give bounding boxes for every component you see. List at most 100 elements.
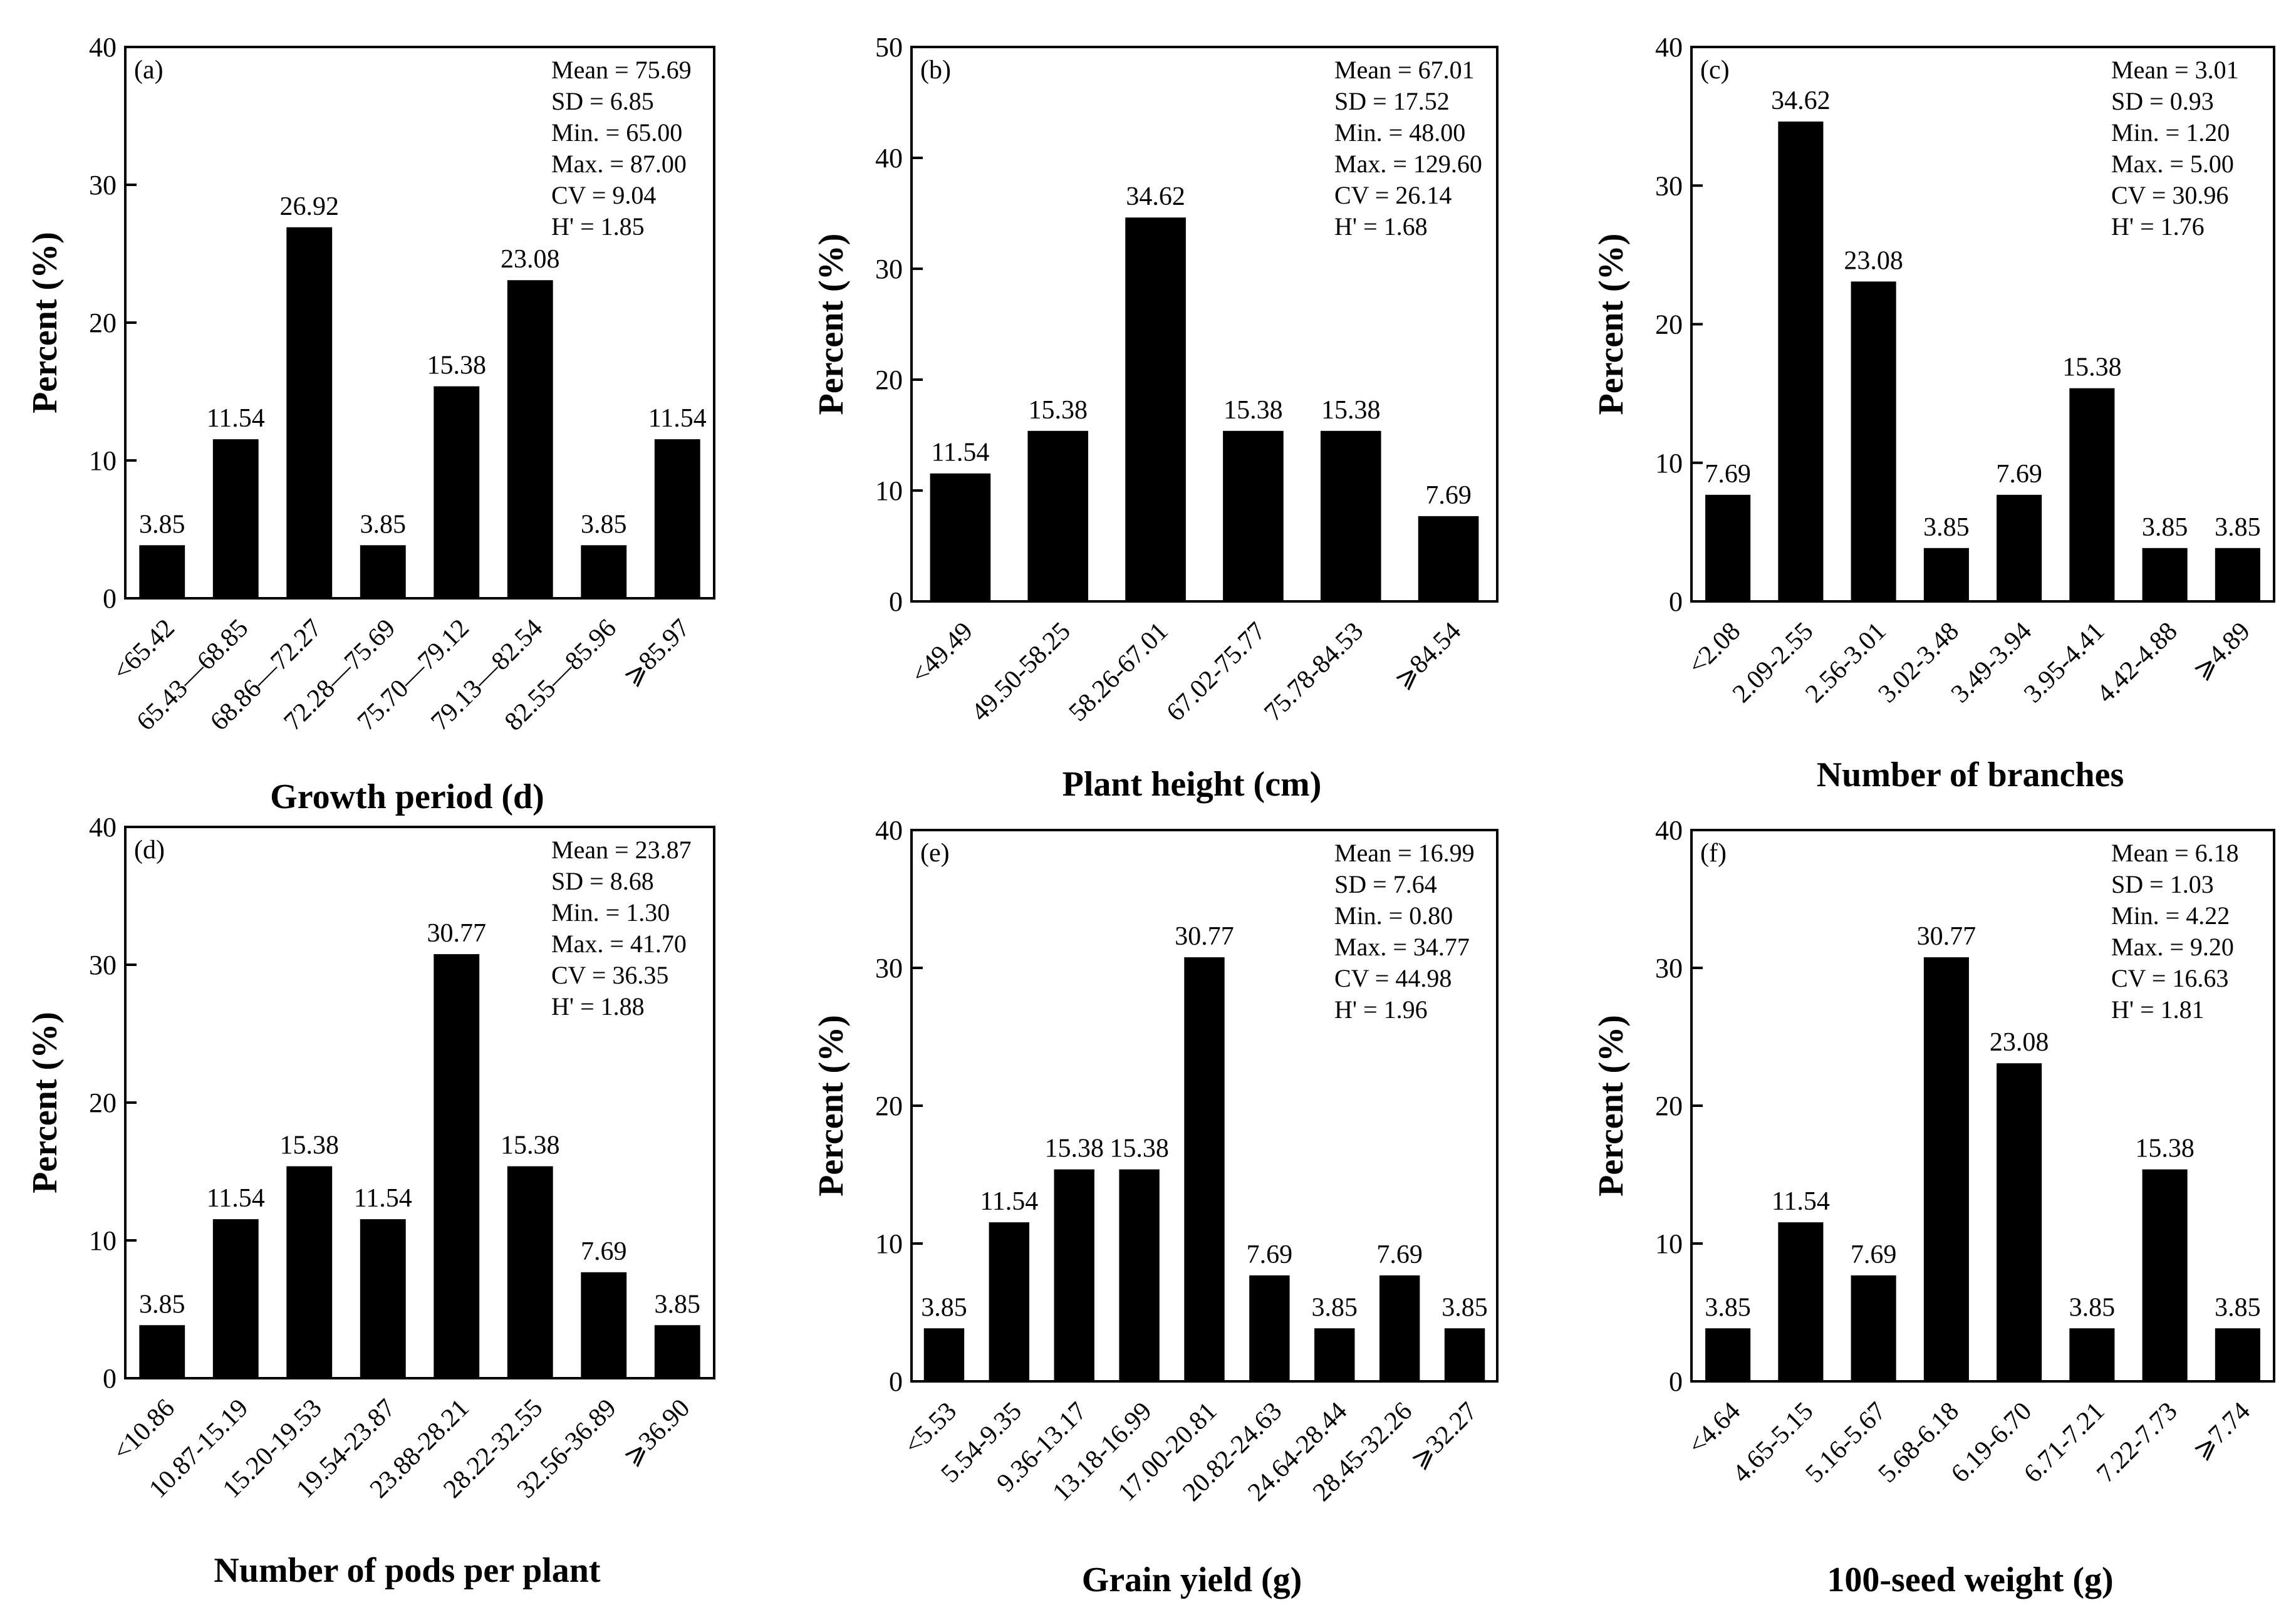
x-category-label: 6.71-7.21 [2018, 1397, 2110, 1488]
bar-value-label: 7.69 [1376, 1240, 1423, 1269]
bar-value-label: 11.54 [931, 439, 989, 467]
stats-line: H' = 1.68 [1334, 212, 1428, 241]
stats-line: CV = 26.14 [1334, 181, 1452, 209]
bar-value-label: 11.54 [207, 1184, 265, 1213]
bar [286, 227, 333, 598]
y-axis-label: Percent (%) [26, 1012, 65, 1193]
bar-value-label: 15.38 [1321, 396, 1381, 425]
bar-value-label: 11.54 [648, 404, 707, 433]
y-tick-label: 0 [1669, 1366, 1683, 1397]
bar [1027, 430, 1089, 601]
y-axis-label: Percent (%) [1592, 234, 1631, 415]
stats-line: Min. = 0.80 [1334, 901, 1453, 930]
bar-value-label: 15.38 [427, 351, 487, 380]
panel-tag: (b) [920, 56, 951, 85]
x-category-label: 75.78-84.53 [1259, 617, 1369, 727]
bar [2142, 1169, 2188, 1381]
stats-line: Min. = 48.00 [1334, 118, 1465, 147]
bar [1778, 1222, 1824, 1381]
bar-value-label: 3.85 [1705, 1293, 1751, 1322]
bar-value-label: 11.54 [980, 1187, 1038, 1216]
stats-line: H' = 1.85 [551, 212, 645, 241]
y-tick-label: 30 [875, 254, 903, 284]
bar-value-label: 3.85 [921, 1293, 967, 1322]
y-tick-label: 40 [1655, 815, 1683, 846]
panel-tag: (f) [1700, 839, 1727, 868]
stats-line: Max. = 9.20 [2111, 933, 2234, 961]
bar-value-label: 7.69 [1851, 1240, 1897, 1269]
x-category-label: ⩾85.97 [618, 614, 695, 692]
panel-tag: (a) [134, 56, 164, 85]
stats-line: Max. = 5.00 [2111, 150, 2234, 178]
x-category-label: <65.42 [108, 614, 180, 687]
y-tick-label: 10 [89, 1225, 117, 1256]
bar-value-label: 34.62 [1771, 86, 1831, 115]
bar [1184, 957, 1225, 1381]
x-category-label: ⩾36.90 [618, 1394, 695, 1472]
bar [1923, 548, 1969, 601]
bar-value-label: 3.85 [1923, 513, 1970, 542]
x-category-label: 7.22-7.73 [2091, 1397, 2183, 1488]
bar-value-label: 11.54 [207, 404, 265, 433]
y-tick-label: 10 [1655, 448, 1683, 479]
bar [2142, 548, 2188, 601]
x-category-label: 49.50-58.25 [966, 617, 1076, 727]
bar-value-label: 30.77 [1917, 922, 1977, 951]
x-category-label: 67.02-75.77 [1161, 617, 1271, 727]
bar-value-label: 7.69 [1705, 460, 1751, 489]
stats-line: Mean = 3.01 [2111, 56, 2239, 84]
chart-panel-f: 0 10 20 30 40 3.85 <4.64 11.54 4.65-5.15 7.69 5.16… [1592, 815, 2275, 1599]
stats-line: H' = 1.76 [2111, 212, 2205, 241]
bar-value-label: 3.85 [581, 510, 627, 539]
bar [581, 545, 627, 598]
x-category-label: <4.64 [1683, 1397, 1746, 1460]
stats-line: Min. = 4.22 [2111, 901, 2230, 930]
bar [2069, 1328, 2115, 1381]
stats-line: Mean = 67.01 [1334, 56, 1475, 84]
bar [1997, 1063, 2042, 1381]
x-category-label: ⩾4.89 [2188, 617, 2256, 685]
bar-value-label: 11.54 [1772, 1187, 1830, 1216]
chart-panel-b: 0 10 20 30 40 50 11.54 <49.49 15.38 49.50-58.25 34… [812, 32, 1499, 804]
y-tick-label: 30 [89, 170, 117, 200]
stats-line: Mean = 16.99 [1334, 839, 1475, 867]
stats-line: H' = 1.88 [551, 992, 645, 1021]
bar [654, 1325, 700, 1378]
chart-panel-c: 0 10 20 30 40 7.69 <2.08 34.62 2.09-2.55 23.08 2.5… [1592, 32, 2275, 794]
y-tick-label: 20 [875, 365, 903, 395]
bar [1379, 1275, 1420, 1381]
stats-line: Min. = 1.30 [551, 898, 670, 927]
stats-line: Mean = 75.69 [551, 56, 692, 84]
bar [1705, 494, 1751, 601]
bar-value-label: 26.92 [280, 192, 340, 221]
y-tick-label: 0 [103, 583, 117, 614]
x-axis-label: Plant height (cm) [1062, 765, 1322, 804]
bar [1418, 516, 1479, 601]
x-category-label: 5.16-5.67 [1800, 1397, 1891, 1488]
y-tick-label: 10 [89, 445, 117, 476]
panel-tag: (c) [1700, 56, 1730, 85]
bar-value-label: 11.54 [354, 1184, 412, 1213]
bar-value-label: 30.77 [1175, 922, 1234, 951]
x-category-label: ⩾32.27 [1405, 1397, 1483, 1475]
bar [989, 1222, 1030, 1381]
bar-value-label: 30.77 [427, 919, 487, 948]
y-tick-label: 20 [1655, 309, 1683, 340]
bar-value-label: 15.38 [1109, 1135, 1169, 1163]
y-axis-label: Percent (%) [1592, 1015, 1631, 1197]
stats-line: Mean = 6.18 [2111, 839, 2239, 867]
bar [1444, 1328, 1485, 1381]
stats-line: CV = 9.04 [551, 181, 656, 209]
x-axis-label: Grain yield (g) [1082, 1561, 1302, 1599]
bar-value-label: 3.85 [139, 1290, 185, 1319]
bar-value-label: 3.85 [2215, 1293, 2261, 1322]
y-tick-label: 30 [1655, 953, 1683, 984]
bar [2215, 548, 2260, 601]
stats-line: Min. = 65.00 [551, 118, 682, 147]
bar [1851, 1275, 1896, 1381]
x-category-label: 4.65-5.15 [1727, 1397, 1819, 1488]
y-tick-label: 20 [875, 1091, 903, 1121]
bar [1249, 1275, 1290, 1381]
stats-line: CV = 16.63 [2111, 964, 2228, 992]
stats-line: SD = 8.68 [551, 867, 654, 895]
